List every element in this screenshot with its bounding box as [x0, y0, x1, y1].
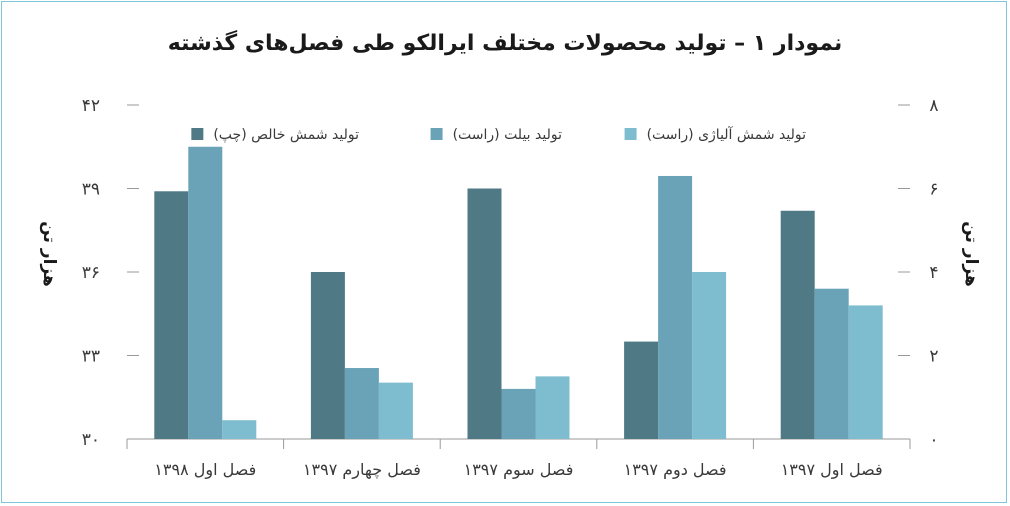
y-tick-label-left: ۴۲: [82, 96, 100, 116]
bar-series-1: [624, 341, 659, 439]
y-axis-label-right: هزار تن: [961, 221, 981, 287]
legend-swatch: [430, 128, 443, 140]
bar-series-3: [692, 272, 727, 439]
bar-series-2: [188, 146, 223, 439]
bar-series-2: [501, 388, 536, 439]
legend-swatch: [624, 128, 637, 140]
x-tick-label: فصل سوم ۱۳۹۷: [464, 460, 574, 480]
legend-label: تولید شمش آلیاژی (راست): [647, 126, 807, 143]
y-tick-label-right: ۸: [929, 96, 938, 116]
bars: [154, 146, 883, 439]
y-axis-label-left: هزار تن: [39, 221, 59, 287]
x-tick-label: فصل چهارم ۱۳۹۷: [303, 460, 421, 480]
bar-series-3: [222, 420, 257, 439]
y-tick-label-left: ۳۹: [82, 180, 100, 200]
bar-series-1: [467, 188, 502, 439]
y-tick-label-right: ۲: [929, 347, 938, 367]
y-tick-label-left: ۳۶: [82, 263, 100, 283]
x-tick-label: فصل اول ۱۳۹۷: [781, 460, 883, 480]
bar-series-2: [814, 288, 849, 439]
bar-series-2: [344, 368, 379, 439]
chart-title: نمودار ۱ – تولید محصولات مختلف ایرالکو ط…: [168, 29, 842, 56]
legend-swatch: [191, 128, 204, 140]
y-tick-label-left: ۳۰: [82, 430, 100, 450]
legend: تولید شمش خالص (چپ) تولید بیلت (راست) تولی…: [191, 126, 806, 143]
x-tick-label: فصل دوم ۱۳۹۷: [624, 460, 727, 480]
y-tick-label-right: ۰: [929, 430, 938, 450]
bar-series-3: [378, 382, 413, 439]
bar-series-1: [310, 272, 345, 439]
bar-series-3: [535, 376, 570, 439]
y-tick-label-left: ۳۳: [82, 347, 100, 367]
bar-series-1: [154, 191, 189, 439]
bar-series-2: [658, 175, 693, 439]
legend-label: تولید بیلت (راست): [453, 127, 563, 143]
bar-series-1: [780, 210, 815, 439]
x-tick-label: فصل اول ۱۳۹۸: [154, 460, 256, 480]
legend-label: تولید شمش خالص (چپ): [213, 127, 359, 143]
y-tick-label-right: ۶: [929, 180, 938, 200]
y-tick-label-right: ۴: [929, 263, 938, 283]
bar-series-3: [848, 305, 883, 439]
